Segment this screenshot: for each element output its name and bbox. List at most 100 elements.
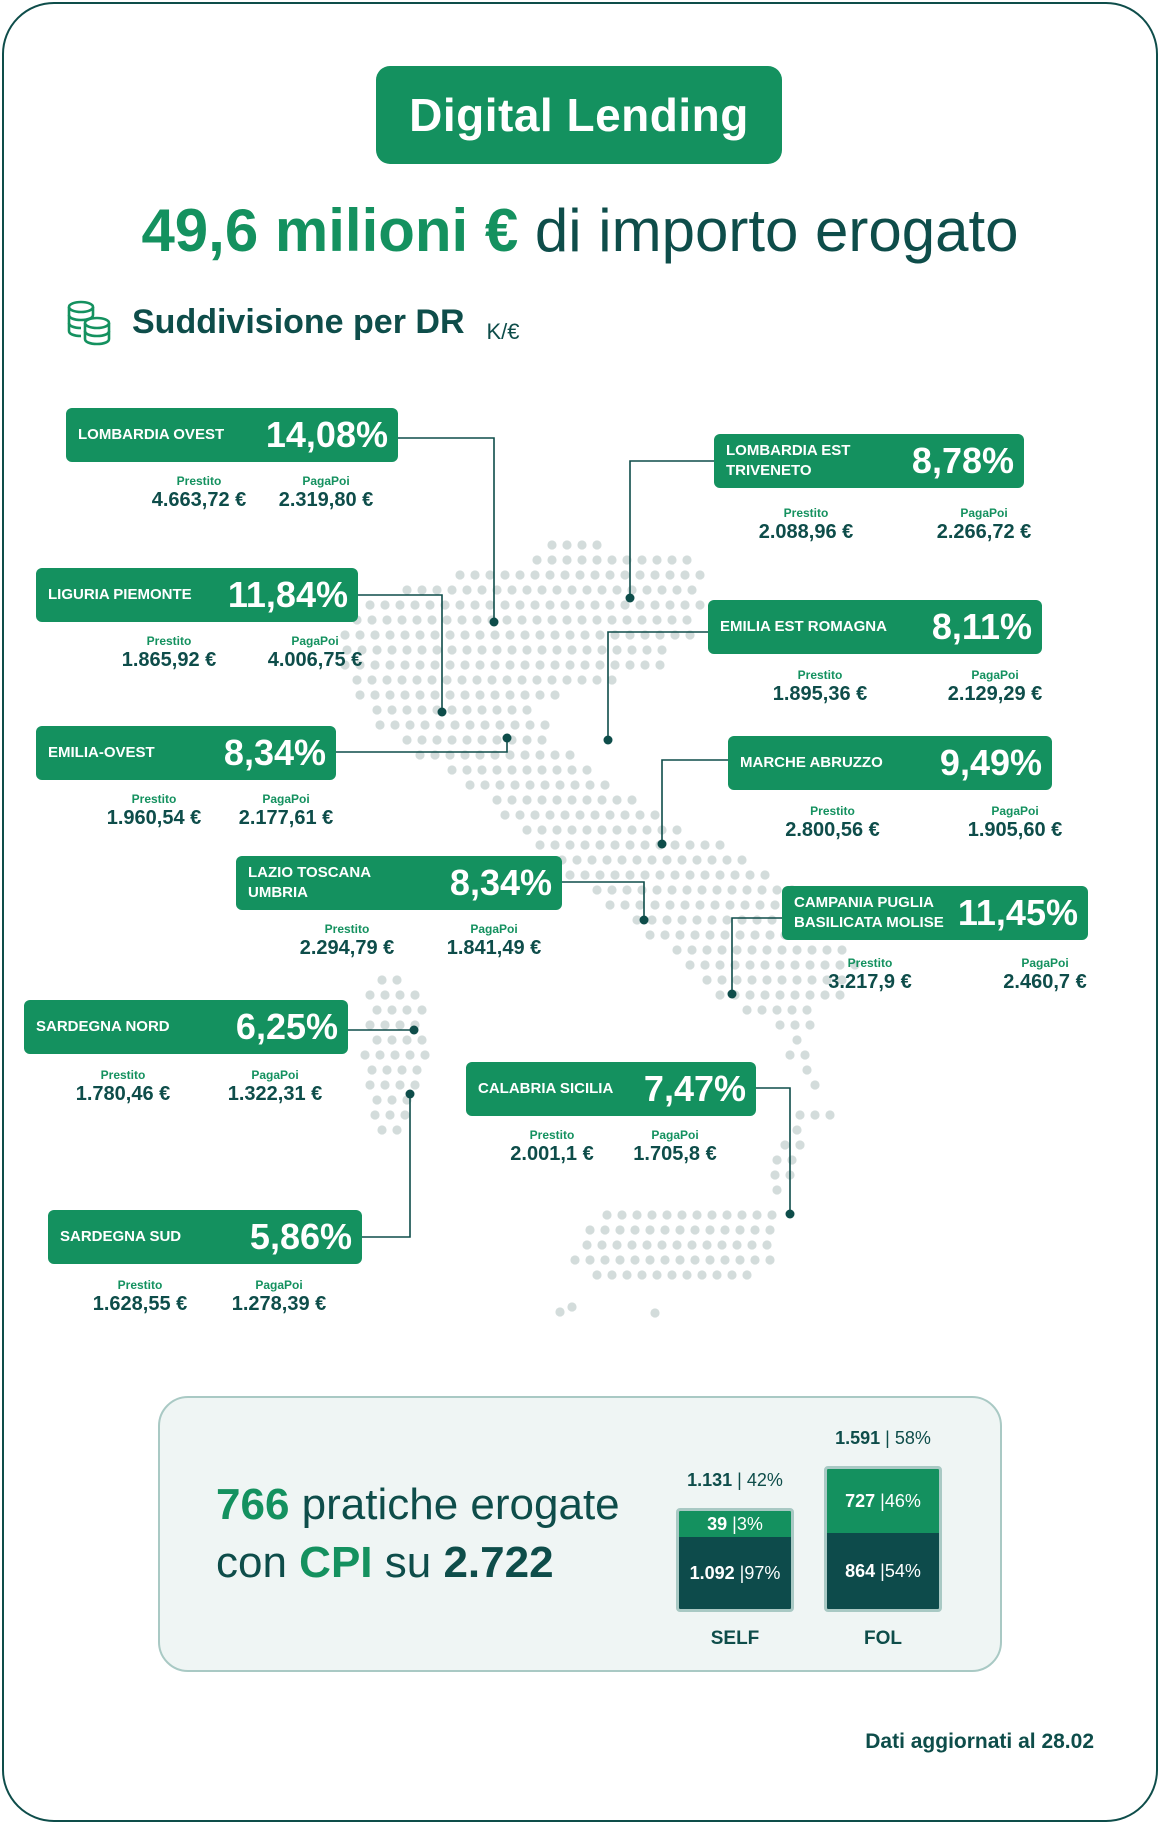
prestito-value: 2.001,1 € bbox=[510, 1143, 594, 1165]
segment-value: 1.092 bbox=[689, 1562, 735, 1583]
prestito-value: 2.088,96 € bbox=[758, 521, 854, 543]
region-prestito-stat: Prestito 1.960,54 € bbox=[74, 792, 234, 830]
pagapoi-label: PagaPoi bbox=[251, 1068, 299, 1082]
prestito-label: Prestito bbox=[100, 1068, 146, 1082]
region-pagapoi-stat: PagaPoi 2.460,7 € bbox=[965, 956, 1125, 994]
prestito-label: Prestito bbox=[783, 506, 829, 520]
region-badge-sardegna-sud: SARDEGNA SUD 5,86% bbox=[48, 1210, 362, 1264]
section-title: Suddivisione per DR bbox=[132, 302, 465, 341]
region-prestito-stat: Prestito 2.001,1 € bbox=[472, 1128, 632, 1166]
region-prestito-stat: Prestito 2.294,79 € bbox=[267, 922, 427, 960]
bar-label-fol: FOL bbox=[864, 1628, 902, 1649]
region-prestito-stat: Prestito 1.895,36 € bbox=[740, 668, 900, 706]
pagapoi-label: PagaPoi bbox=[291, 634, 339, 648]
prestito-value: 2.294,79 € bbox=[299, 937, 395, 959]
prestito-value: 2.800,56 € bbox=[785, 819, 880, 841]
region-name: EMILIA-OVEST bbox=[48, 744, 155, 761]
title-text: Digital Lending bbox=[409, 89, 749, 141]
bar-label-self: SELF bbox=[710, 1628, 760, 1649]
prestito-label: Prestito bbox=[797, 668, 843, 682]
region-badge-emilia-ovest: EMILIA-OVEST 8,34% bbox=[36, 726, 336, 780]
headline-amount: 49,6 milioni € bbox=[141, 197, 519, 264]
headline-rest: di importo erogato bbox=[518, 197, 1019, 264]
footer-update-note: Dati aggiornati al 28.02 bbox=[865, 1730, 1094, 1753]
cpi-word: CPI bbox=[299, 1538, 373, 1587]
region-prestito-stat: Prestito 1.780,46 € bbox=[43, 1068, 203, 1106]
region-badge-lombardia-est-triveneto: LOMBARDIA EST TRIVENETO 8,78% bbox=[714, 434, 1024, 488]
region-pagapoi-stat: PagaPoi 2.266,72 € bbox=[904, 506, 1064, 544]
bar-total-pct: 42% bbox=[746, 1470, 783, 1490]
region-pagapoi-stat: PagaPoi 4.006,75 € bbox=[235, 634, 395, 672]
region-name: CAMPANIA PUGLIA BASILICATA MOLISE bbox=[794, 894, 944, 931]
region-percentage: 7,47% bbox=[643, 1068, 746, 1109]
segment-pct: 3% bbox=[736, 1513, 763, 1534]
pagapoi-value: 1.905,60 € bbox=[967, 819, 1063, 841]
region-name: LOMBARDIA EST TRIVENETO bbox=[726, 442, 851, 479]
region-pagapoi-stat: PagaPoi 1.322,31 € bbox=[195, 1068, 355, 1106]
region-percentage: 8,34% bbox=[223, 732, 326, 773]
section-header: Suddivisione per DR K/€ bbox=[64, 292, 520, 352]
pagapoi-value: 2.129,29 € bbox=[947, 683, 1043, 705]
region-badge-campania-puglia-basilicata-molise: CAMPANIA PUGLIA BASILICATA MOLISE 11,45% bbox=[782, 886, 1088, 940]
segment-pct: 46% bbox=[884, 1490, 921, 1511]
pagapoi-label: PagaPoi bbox=[470, 922, 518, 936]
segment-value: 727 bbox=[845, 1490, 876, 1511]
prestito-value: 1.960,54 € bbox=[106, 807, 202, 829]
bar-segment-bottom: 864 | 54% bbox=[827, 1533, 939, 1609]
bar-total-pct: 58% bbox=[894, 1428, 931, 1448]
segment-pct: 54% bbox=[884, 1560, 921, 1581]
region-badge-lazio-toscana-umbria: LAZIO TOSCANA UMBRIA 8,34% bbox=[236, 856, 562, 910]
segment-value: 864 bbox=[845, 1560, 876, 1581]
region-pagapoi-stat: PagaPoi 2.319,80 € bbox=[246, 474, 406, 512]
prestito-label: Prestito bbox=[117, 1278, 163, 1292]
region-badge-liguria-piemonte: LIGURIA PIEMONTE 11,84% bbox=[36, 568, 358, 622]
region-name: MARCHE ABRUZZO bbox=[740, 754, 883, 771]
prestito-value: 1.865,92 € bbox=[121, 649, 217, 671]
region-percentage: 11,84% bbox=[227, 574, 348, 615]
region-badge-lombardia-ovest: LOMBARDIA OVEST 14,08% bbox=[66, 408, 398, 462]
pagapoi-value: 2.266,72 € bbox=[936, 521, 1032, 543]
pagapoi-label: PagaPoi bbox=[262, 792, 310, 806]
prestito-value: 4.663,72 € bbox=[151, 489, 247, 511]
stacked-bar-self: 39 | 3% 1.092 | 97% bbox=[676, 1508, 794, 1612]
pagapoi-value: 1.278,39 € bbox=[231, 1293, 327, 1315]
region-pagapoi-stat: PagaPoi 1.705,8 € bbox=[595, 1128, 755, 1166]
pagapoi-label: PagaPoi bbox=[255, 1278, 303, 1292]
region-badge-sardegna-nord: SARDEGNA NORD 6,25% bbox=[24, 1000, 348, 1054]
stacked-bar-fol: 727 | 46% 864 | 54% bbox=[824, 1466, 942, 1612]
region-prestito-stat: Prestito 3.217,9 € bbox=[790, 956, 950, 994]
region-percentage: 8,11% bbox=[931, 606, 1032, 647]
pagapoi-label: PagaPoi bbox=[991, 804, 1039, 818]
headline: 49,6 milioni € di importo erogato bbox=[0, 196, 1160, 265]
prestito-value: 1.895,36 € bbox=[772, 683, 868, 705]
cpi-total: 2.722 bbox=[443, 1538, 554, 1587]
prestito-value: 1.780,46 € bbox=[75, 1083, 171, 1105]
coins-icon bbox=[67, 300, 111, 346]
prestito-label: Prestito bbox=[176, 474, 222, 488]
bar-total-fol: 1.591 | 58% bbox=[835, 1428, 931, 1448]
segment-pct: 97% bbox=[744, 1562, 781, 1583]
prestito-label: Prestito bbox=[847, 956, 893, 970]
region-pagapoi-stat: PagaPoi 1.841,49 € bbox=[414, 922, 574, 960]
bar-total-value: 1.591 bbox=[835, 1428, 881, 1448]
cpi-count: 766 bbox=[216, 1480, 290, 1529]
pagapoi-label: PagaPoi bbox=[302, 474, 350, 488]
pagapoi-value: 2.177,61 € bbox=[238, 807, 334, 829]
region-pagapoi-stat: PagaPoi 2.177,61 € bbox=[206, 792, 366, 830]
pagapoi-label: PagaPoi bbox=[1021, 956, 1069, 970]
cpi-line2-mid: su bbox=[372, 1538, 444, 1587]
prestito-label: Prestito bbox=[529, 1128, 575, 1142]
region-name: LOMBARDIA OVEST bbox=[78, 426, 225, 443]
region-name: LIGURIA PIEMONTE bbox=[48, 586, 192, 603]
prestito-label: Prestito bbox=[131, 792, 177, 806]
segment-value: 39 bbox=[707, 1513, 728, 1534]
pagapoi-value: 2.460,7 € bbox=[1003, 971, 1087, 993]
region-percentage: 6,25% bbox=[235, 1006, 338, 1047]
region-pagapoi-stat: PagaPoi 1.278,39 € bbox=[199, 1278, 359, 1316]
region-percentage: 8,78% bbox=[911, 440, 1014, 481]
pagapoi-value: 1.322,31 € bbox=[227, 1083, 323, 1105]
region-name: LAZIO TOSCANA UMBRIA bbox=[248, 864, 372, 901]
region-percentage: 11,45% bbox=[957, 892, 1078, 933]
bar-segment-bottom: 1.092 | 97% bbox=[679, 1537, 791, 1609]
region-name: SARDEGNA NORD bbox=[36, 1018, 170, 1035]
